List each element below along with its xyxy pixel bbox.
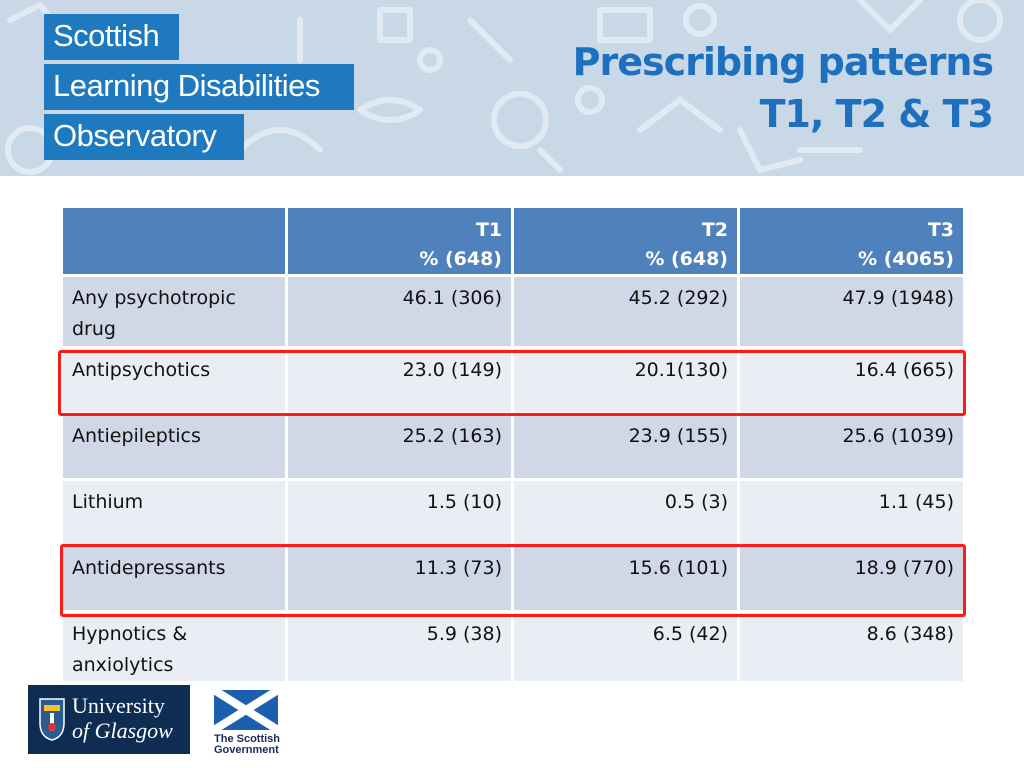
row-label: Antipsychotics — [63, 349, 285, 412]
table-row: Any psychotropic drug 46.1 (306) 45.2 (2… — [63, 277, 963, 346]
cell-t3: 47.9 (1948) — [740, 277, 963, 346]
cell-t3: 8.6 (348) — [740, 613, 963, 681]
header-banner: Scottish Learning Disabilities Observato… — [0, 0, 1024, 176]
row-label: Hypnotics & anxiolytics — [63, 613, 285, 681]
cell-t2: 6.5 (42) — [514, 613, 737, 681]
cell-t1: 46.1 (306) — [288, 277, 511, 346]
cell-t3: 1.1 (45) — [740, 481, 963, 544]
prescribing-table: T1 % (648) T2 % (648) T3 % (4065) Any ps… — [60, 205, 966, 684]
university-of-glasgow-logo: University of Glasgow — [28, 685, 190, 754]
table-row: Hypnotics & anxiolytics 5.9 (38) 6.5 (42… — [63, 613, 963, 681]
cell-t2: 45.2 (292) — [514, 277, 737, 346]
cell-t1: 1.5 (10) — [288, 481, 511, 544]
header-t1-name: T1 — [475, 219, 502, 241]
scotgov-line-2: Government — [214, 744, 279, 756]
header-t1: T1 % (648) — [288, 208, 511, 274]
uofg-line-2: of Glasgow — [72, 718, 173, 743]
table-row: Lithium 1.5 (10) 0.5 (3) 1.1 (45) — [63, 481, 963, 544]
scotgov-line-1: The Scottish — [214, 733, 281, 745]
scottish-government-logo: The Scottish Government — [212, 690, 284, 756]
header-t3-sub: % (4065) — [858, 248, 954, 270]
cell-t3: 16.4 (665) — [740, 349, 963, 412]
slide-title: Prescribing patterns T1, T2 & T3 — [572, 36, 994, 140]
header-t2-sub: % (648) — [645, 248, 728, 270]
table-row: Antipsychotics 23.0 (149) 20.1(130) 16.4… — [63, 349, 963, 412]
cell-t1: 5.9 (38) — [288, 613, 511, 681]
table-row: Antiepileptics 25.2 (163) 23.9 (155) 25.… — [63, 415, 963, 478]
header-t2-name: T2 — [701, 219, 728, 241]
cell-t1: 11.3 (73) — [288, 547, 511, 610]
cell-t3: 18.9 (770) — [740, 547, 963, 610]
crest-icon — [39, 698, 65, 741]
header-t1-sub: % (648) — [419, 248, 502, 270]
uofg-line-1: University — [72, 693, 165, 718]
cell-t1: 23.0 (149) — [288, 349, 511, 412]
table-header-row: T1 % (648) T2 % (648) T3 % (4065) — [63, 208, 963, 274]
cell-t2: 23.9 (155) — [514, 415, 737, 478]
row-label: Any psychotropic drug — [63, 277, 285, 346]
cell-t2: 20.1(130) — [514, 349, 737, 412]
header-t3-name: T3 — [927, 219, 954, 241]
logo-line-2: Learning Disabilities — [44, 64, 354, 110]
cell-t2: 0.5 (3) — [514, 481, 737, 544]
cell-t1: 25.2 (163) — [288, 415, 511, 478]
cell-t3: 25.6 (1039) — [740, 415, 963, 478]
background-icons — [5, 0, 1003, 175]
slide-title-line-2: T1, T2 & T3 — [759, 92, 994, 136]
cell-t2: 15.6 (101) — [514, 547, 737, 610]
logo-line-1: Scottish — [44, 14, 179, 60]
header-t3: T3 % (4065) — [740, 208, 963, 274]
header-t2: T2 % (648) — [514, 208, 737, 274]
table-row: Antidepressants 11.3 (73) 15.6 (101) 18.… — [63, 547, 963, 610]
header-blank-cell — [63, 208, 285, 274]
slide-title-line-1: Prescribing patterns — [572, 40, 994, 84]
saltire-flag-icon — [214, 690, 278, 730]
logo-line-3: Observatory — [44, 114, 244, 160]
row-label: Lithium — [63, 481, 285, 544]
row-label: Antidepressants — [63, 547, 285, 610]
row-label: Antiepileptics — [63, 415, 285, 478]
sldo-logo: Scottish Learning Disabilities Observato… — [44, 14, 354, 164]
